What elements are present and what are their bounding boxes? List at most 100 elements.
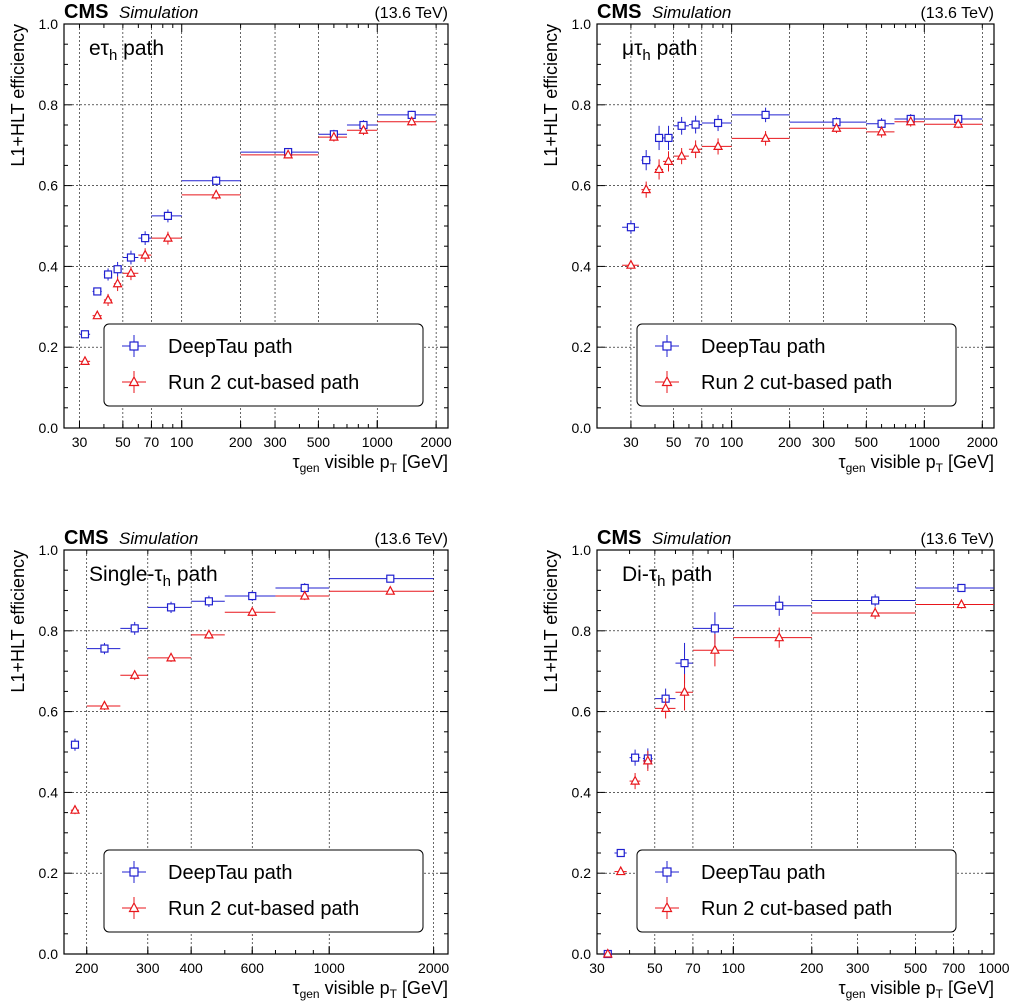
data-point <box>346 124 378 136</box>
triangle-marker <box>831 122 842 132</box>
cms-label: CMS <box>597 1 641 23</box>
data-point <box>675 674 693 711</box>
y-tick-label: 0.4 <box>572 258 592 274</box>
data-point <box>811 594 916 607</box>
x-tick-label: 600 <box>241 960 265 976</box>
triangle-marker <box>211 189 222 199</box>
data-point <box>662 125 674 151</box>
legend-box <box>103 849 424 933</box>
y-tick-label: 0.0 <box>572 946 592 962</box>
x-tick-label: 1000 <box>909 434 940 450</box>
data-point <box>789 122 867 134</box>
y-tick-label: 1.0 <box>39 542 59 558</box>
data-point <box>692 612 734 645</box>
triangle-marker <box>876 126 887 136</box>
data-point <box>701 138 732 155</box>
y-tick-label: 0.0 <box>39 946 59 962</box>
data-point <box>654 698 676 719</box>
legend-label-deeptau: DeepTau path <box>701 336 826 358</box>
data-point <box>866 126 895 138</box>
x-tick-label: 300 <box>136 960 160 976</box>
y-axis-label: L1+HLT efficiency <box>8 550 28 693</box>
square-marker <box>166 603 176 612</box>
triangle-marker <box>654 163 665 174</box>
square-marker <box>680 659 689 668</box>
data-point <box>103 293 114 306</box>
energy-label: (13.6 TeV) <box>374 531 448 548</box>
x-tick-label: 700 <box>942 960 966 976</box>
legend-label-run2: Run 2 cut-based path <box>168 898 359 920</box>
data-point <box>924 118 983 129</box>
y-tick-label: 0.4 <box>572 784 592 800</box>
data-point <box>86 642 121 655</box>
triangle-marker <box>203 629 214 639</box>
x-tick-label: 200 <box>800 960 824 976</box>
triangle-marker <box>166 652 177 662</box>
square-marker <box>93 287 102 296</box>
legend-box <box>103 323 424 407</box>
data-point <box>789 117 867 128</box>
chart-panel-1: 0.0 0.2 0.4 0.6 0.8 1.0 30 50 70 100 200 300 500 1000… <box>8 1 452 475</box>
data-point <box>377 115 437 126</box>
x-axis-label: τgen visible pT [GeV] <box>292 452 448 475</box>
legend-triangle-marker <box>661 375 673 387</box>
triangle-marker <box>774 631 785 642</box>
data-point <box>191 595 225 607</box>
legend-square-marker <box>662 341 672 351</box>
data-point <box>224 606 276 617</box>
data-point <box>673 116 689 135</box>
square-marker <box>100 644 109 653</box>
panel-title: μτh path <box>622 37 697 64</box>
y-tick-label: 0.8 <box>572 97 592 113</box>
square-marker <box>126 253 136 262</box>
x-tick-label: 30 <box>72 434 88 450</box>
series-run2 <box>602 598 994 958</box>
square-marker <box>141 234 150 243</box>
legend-label-run2: Run 2 cut-based path <box>168 372 359 394</box>
data-point <box>69 804 80 815</box>
data-point <box>181 175 241 186</box>
energy-label: (13.6 TeV) <box>920 5 994 22</box>
x-tick-label: 70 <box>685 960 701 976</box>
data-point <box>329 574 434 583</box>
data-point <box>602 948 613 958</box>
data-point <box>622 220 639 234</box>
data-point <box>641 150 651 171</box>
x-tick-label: 300 <box>263 434 287 450</box>
x-tick-label: 500 <box>307 434 331 450</box>
data-point <box>120 621 148 635</box>
square-marker <box>642 156 651 165</box>
data-point <box>79 330 91 339</box>
panel-title: Single-τh path <box>89 563 218 590</box>
legend-triangle-marker <box>128 901 140 913</box>
y-tick-label: 1.0 <box>572 16 592 32</box>
data-point <box>70 738 80 751</box>
data-point <box>614 848 627 858</box>
x-tick-label: 300 <box>812 434 836 450</box>
legend-square-marker <box>662 867 672 877</box>
data-point <box>224 591 276 601</box>
data-point <box>692 634 734 667</box>
y-tick-label: 1.0 <box>572 542 592 558</box>
legend-triangle-marker <box>661 901 673 913</box>
triangle-marker <box>406 115 417 126</box>
series-deeptau <box>622 107 983 234</box>
legend-label-deeptau: DeepTau path <box>168 862 293 884</box>
y-axis-label: L1+HLT efficiency <box>8 24 28 167</box>
data-point <box>275 583 330 593</box>
data-point <box>662 151 674 172</box>
legend: DeepTau path Run 2 cut-based path <box>636 323 957 407</box>
data-point <box>151 209 182 223</box>
x-tick-label: 200 <box>229 434 253 450</box>
simulation-label: Simulation <box>119 529 198 548</box>
data-point <box>731 131 790 146</box>
x-tick-label: 1000 <box>362 434 393 450</box>
triangle-marker <box>905 115 916 126</box>
square-marker <box>130 624 139 633</box>
x-tick-label: 70 <box>694 434 710 450</box>
data-point <box>654 159 665 180</box>
x-tick-label: 100 <box>170 434 194 450</box>
x-tick-label: 200 <box>75 960 99 976</box>
x-tick-label: 500 <box>904 960 928 976</box>
series-run2 <box>69 585 434 815</box>
